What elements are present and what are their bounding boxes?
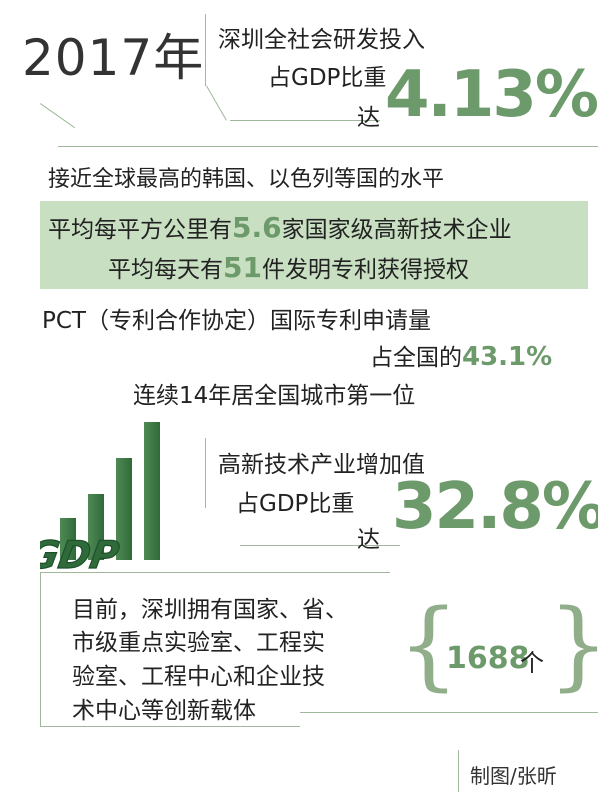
- gdp-bar-graphic: GDP: [40, 422, 160, 578]
- rd-reach-label: 达: [357, 105, 380, 131]
- divider-line-top: [205, 14, 206, 86]
- pct-share-prefix: 占全国的: [370, 345, 462, 371]
- carriers-text-line3: 验室、工程中心和企业技: [72, 664, 325, 690]
- density-prefix: 平均每平方公里有: [48, 217, 232, 243]
- gdp-label: GDP: [40, 533, 122, 578]
- divider-line-mid: [58, 146, 598, 147]
- enterprise-density-line: 平均每平方公里有5.6家国家级高新技术企业: [48, 210, 512, 244]
- divider-line-hitech-left: [205, 438, 206, 508]
- pct-share-line: 占全国的43.1%: [370, 338, 552, 372]
- divider-line-diagonal: [206, 85, 227, 121]
- hitech-share-label: 占GDP比重: [236, 491, 355, 517]
- year-title: 2017年: [22, 29, 205, 87]
- carriers-text-line1: 目前，深圳拥有国家、省、: [72, 597, 348, 623]
- box-line-top: [40, 572, 390, 573]
- right-brace: }: [548, 597, 598, 693]
- graphic-credit: 制图/张昕: [470, 764, 557, 788]
- gdp-bar-2: [88, 494, 104, 560]
- rd-investment-label: 深圳全社会研发投入: [218, 27, 425, 53]
- hitech-percentage-value: 32.8%: [392, 470, 598, 544]
- patent-prefix: 平均每天有: [108, 257, 223, 283]
- box-line-bottom-right: [300, 712, 598, 713]
- patent-suffix: 件发明专利获得授权: [261, 257, 469, 283]
- left-brace: {: [398, 589, 460, 701]
- patent-daily-line: 平均每天有51件发明专利获得授权: [108, 250, 469, 284]
- carriers-count: 1688: [446, 641, 530, 676]
- pct-rank-text: 连续14年居全国城市第一位: [133, 383, 416, 409]
- divider-line-left-diagonal: [40, 103, 75, 129]
- carriers-text-line4: 术中心等创新载体: [72, 698, 256, 724]
- divider-line-under-year: [230, 120, 380, 121]
- hitech-reach-label: 达: [357, 527, 380, 553]
- carriers-text-line2: 市级重点实验室、工程实: [72, 630, 325, 656]
- density-suffix: 家国家级高新技术企业: [281, 217, 512, 243]
- box-line-bottom: [40, 726, 300, 727]
- credit-line: [458, 750, 459, 792]
- gdp-bar-4: [144, 422, 160, 560]
- hitech-label: 高新技术产业增加值: [218, 452, 425, 478]
- pct-label: PCT（专利合作协定）国际专利申请量: [42, 308, 431, 334]
- rd-percentage-value: 4.13%: [385, 58, 598, 132]
- gdp-bar-3: [116, 458, 132, 560]
- density-number: 5.6: [232, 211, 282, 244]
- pct-share-value: 43.1%: [462, 342, 553, 372]
- rd-share-label: 占GDP比重: [268, 65, 387, 91]
- highlight-band: [40, 201, 588, 289]
- carriers-unit: 个: [520, 649, 544, 677]
- patent-number: 51: [223, 251, 262, 284]
- gdp-bar-1: [60, 518, 76, 560]
- divider-line-hitech-bottom: [240, 545, 400, 546]
- box-line-left: [40, 572, 41, 727]
- comparison-text: 接近全球最高的韩国、以色列等国的水平: [48, 167, 445, 192]
